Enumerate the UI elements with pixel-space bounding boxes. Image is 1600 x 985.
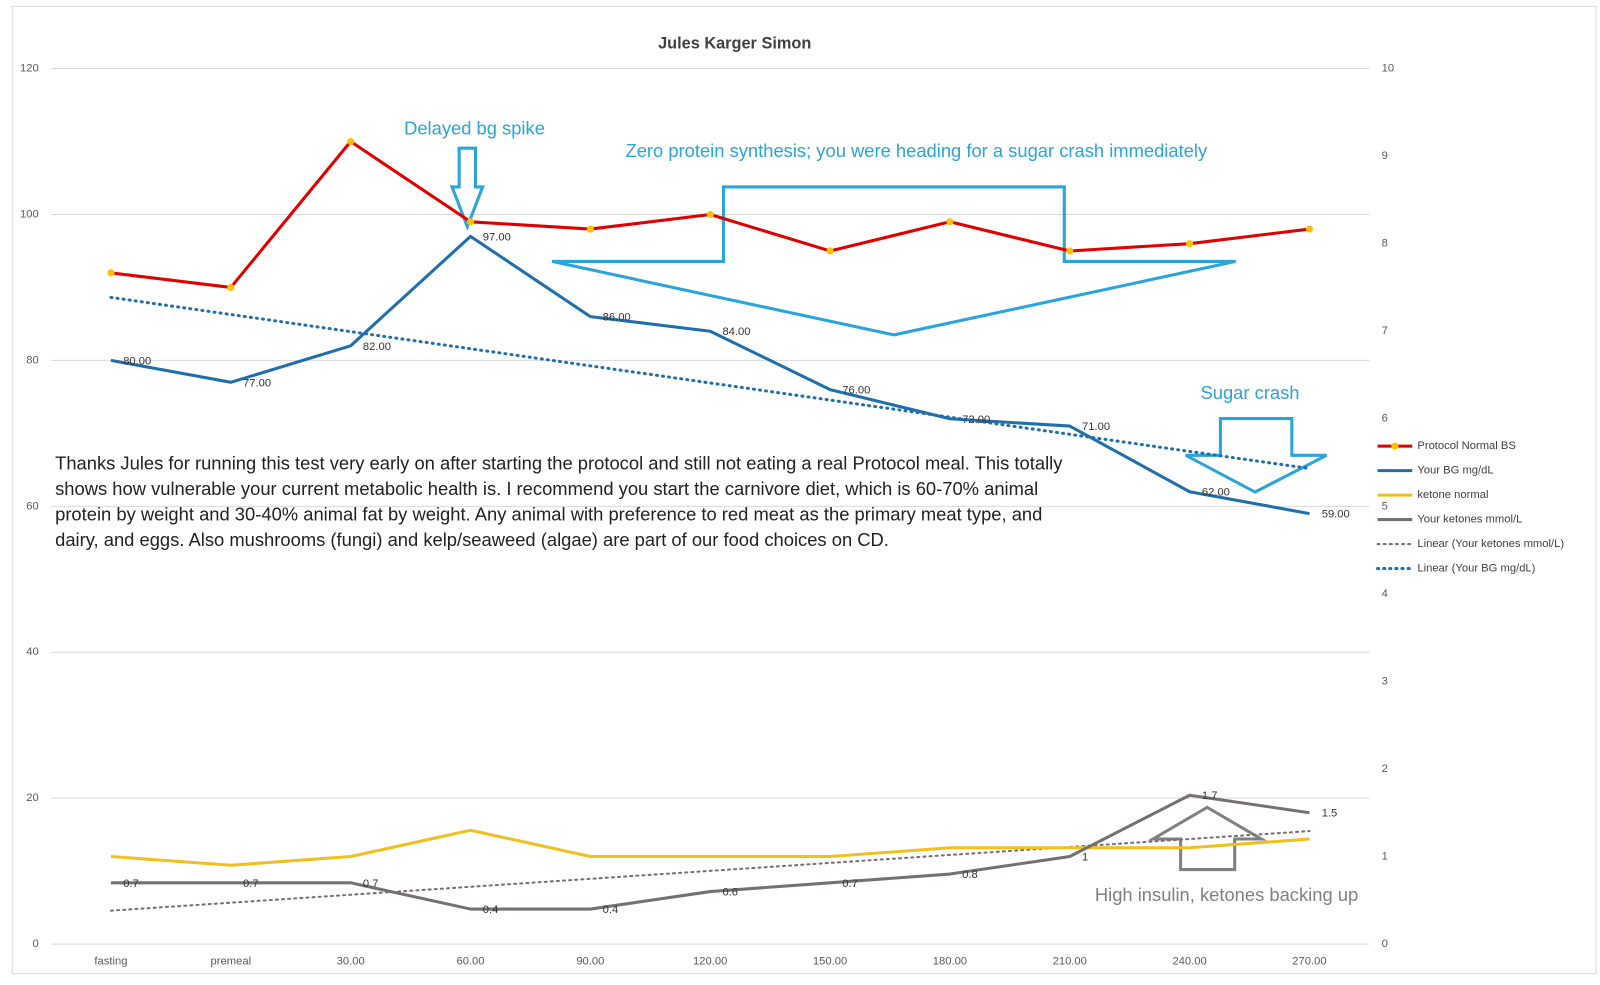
x-tick-label: 30.00 (337, 955, 365, 967)
annotation: Sugar crash (1201, 382, 1300, 403)
legend-marker (1391, 442, 1399, 450)
data-label: 0.7 (243, 878, 259, 890)
note-box: Thanks Jules for running this test very … (55, 453, 1063, 551)
marker (1066, 247, 1074, 255)
marker (227, 283, 235, 292)
marker (1186, 240, 1194, 248)
marker (586, 225, 594, 233)
data-label: 59.00 (1322, 509, 1350, 521)
y2-tick-label: 0 (1382, 938, 1388, 950)
y2-tick-label: 1 (1382, 850, 1388, 862)
arrow (551, 185, 1237, 337)
trendline (109, 830, 1311, 912)
data-label: 1.7 (1202, 790, 1218, 802)
y-tick-label: 60 (26, 500, 38, 512)
y2-tick-label: 3 (1382, 675, 1388, 687)
data-label: 62.00 (1202, 487, 1230, 499)
marker (706, 210, 714, 219)
legend-label: Linear (Your ketones mmol/L) (1417, 538, 1564, 550)
y-tick-label: 0 (33, 938, 39, 950)
y2-tick-label: 10 (1382, 63, 1394, 75)
data-label: 0.7 (363, 878, 379, 890)
y-tick-label: 80 (26, 354, 38, 366)
y2-tick-label: 8 (1382, 238, 1388, 250)
data-label: 76.00 (842, 385, 870, 397)
series-line (110, 793, 1310, 911)
data-label: 0.6 (722, 887, 738, 899)
marker (826, 247, 834, 255)
data-label: 97.00 (483, 231, 511, 243)
marker (946, 218, 954, 226)
legend-label: Your BG mg/dL (1417, 465, 1493, 477)
data-label: 0.7 (842, 878, 858, 890)
y2-tick-label: 7 (1382, 325, 1388, 337)
data-label: 71.00 (1082, 421, 1110, 433)
x-tick-label: 240.00 (1172, 955, 1206, 967)
data-label: 0.4 (483, 904, 499, 916)
marker (347, 137, 355, 146)
y-tick-label: 100 (20, 208, 39, 220)
y-tick-label: 20 (26, 792, 38, 804)
data-label: 1 (1082, 852, 1088, 864)
legend-label: Protocol Normal BS (1417, 440, 1516, 452)
annotation-paragraph: Thanks Jules for running this test very … (55, 453, 1063, 551)
marker (466, 218, 475, 226)
data-label: 80.00 (123, 355, 151, 367)
y2-tick-label: 6 (1382, 413, 1388, 425)
annotation: Zero protein synthesis; you were heading… (625, 140, 1207, 161)
series-line (110, 234, 1310, 516)
y-tick-label: 40 (26, 646, 38, 658)
y-tick-label: 120 (20, 63, 39, 75)
chart-title: Jules Karger Simon (658, 34, 811, 52)
y2-tick-label: 5 (1382, 500, 1388, 512)
trendline (109, 295, 1311, 471)
arrow (449, 146, 485, 231)
x-tick-label: fasting (94, 955, 127, 967)
legend-label: Linear (Your BG mg/dL) (1417, 563, 1535, 575)
y2-tick-label: 9 (1382, 150, 1388, 162)
series-line (110, 828, 1310, 867)
data-label: 0.7 (123, 878, 139, 890)
legend-label: ketone normal (1417, 489, 1488, 501)
x-tick-label: 210.00 (1053, 955, 1087, 967)
legend-label: Your ketones mmol/L (1417, 514, 1522, 526)
x-tick-label: 180.00 (933, 955, 967, 967)
data-label: 84.00 (722, 326, 750, 338)
data-label: 86.00 (603, 312, 631, 324)
data-label: 0.8 (962, 869, 978, 881)
x-tick-label: 120.00 (693, 955, 727, 967)
chart-area (11, 5, 1597, 975)
x-tick-label: 60.00 (456, 955, 484, 967)
y2-tick-label: 2 (1382, 763, 1388, 775)
marker (107, 269, 115, 277)
data-label: 82.00 (363, 341, 391, 353)
data-label: 77.00 (243, 377, 271, 389)
data-label: 0.4 (603, 904, 619, 916)
annotation: Delayed bg spike (404, 118, 545, 139)
y2-tick-label: 4 (1382, 588, 1388, 600)
annotation: High insulin, ketones backing up (1095, 884, 1358, 905)
marker (1305, 225, 1314, 233)
x-tick-label: 90.00 (576, 955, 604, 967)
x-tick-label: premeal (211, 955, 252, 967)
data-label: 1.5 (1322, 808, 1338, 820)
x-tick-label: 150.00 (813, 955, 847, 967)
data-label: 72.00 (962, 414, 990, 426)
x-tick-label: 270.00 (1292, 955, 1326, 967)
